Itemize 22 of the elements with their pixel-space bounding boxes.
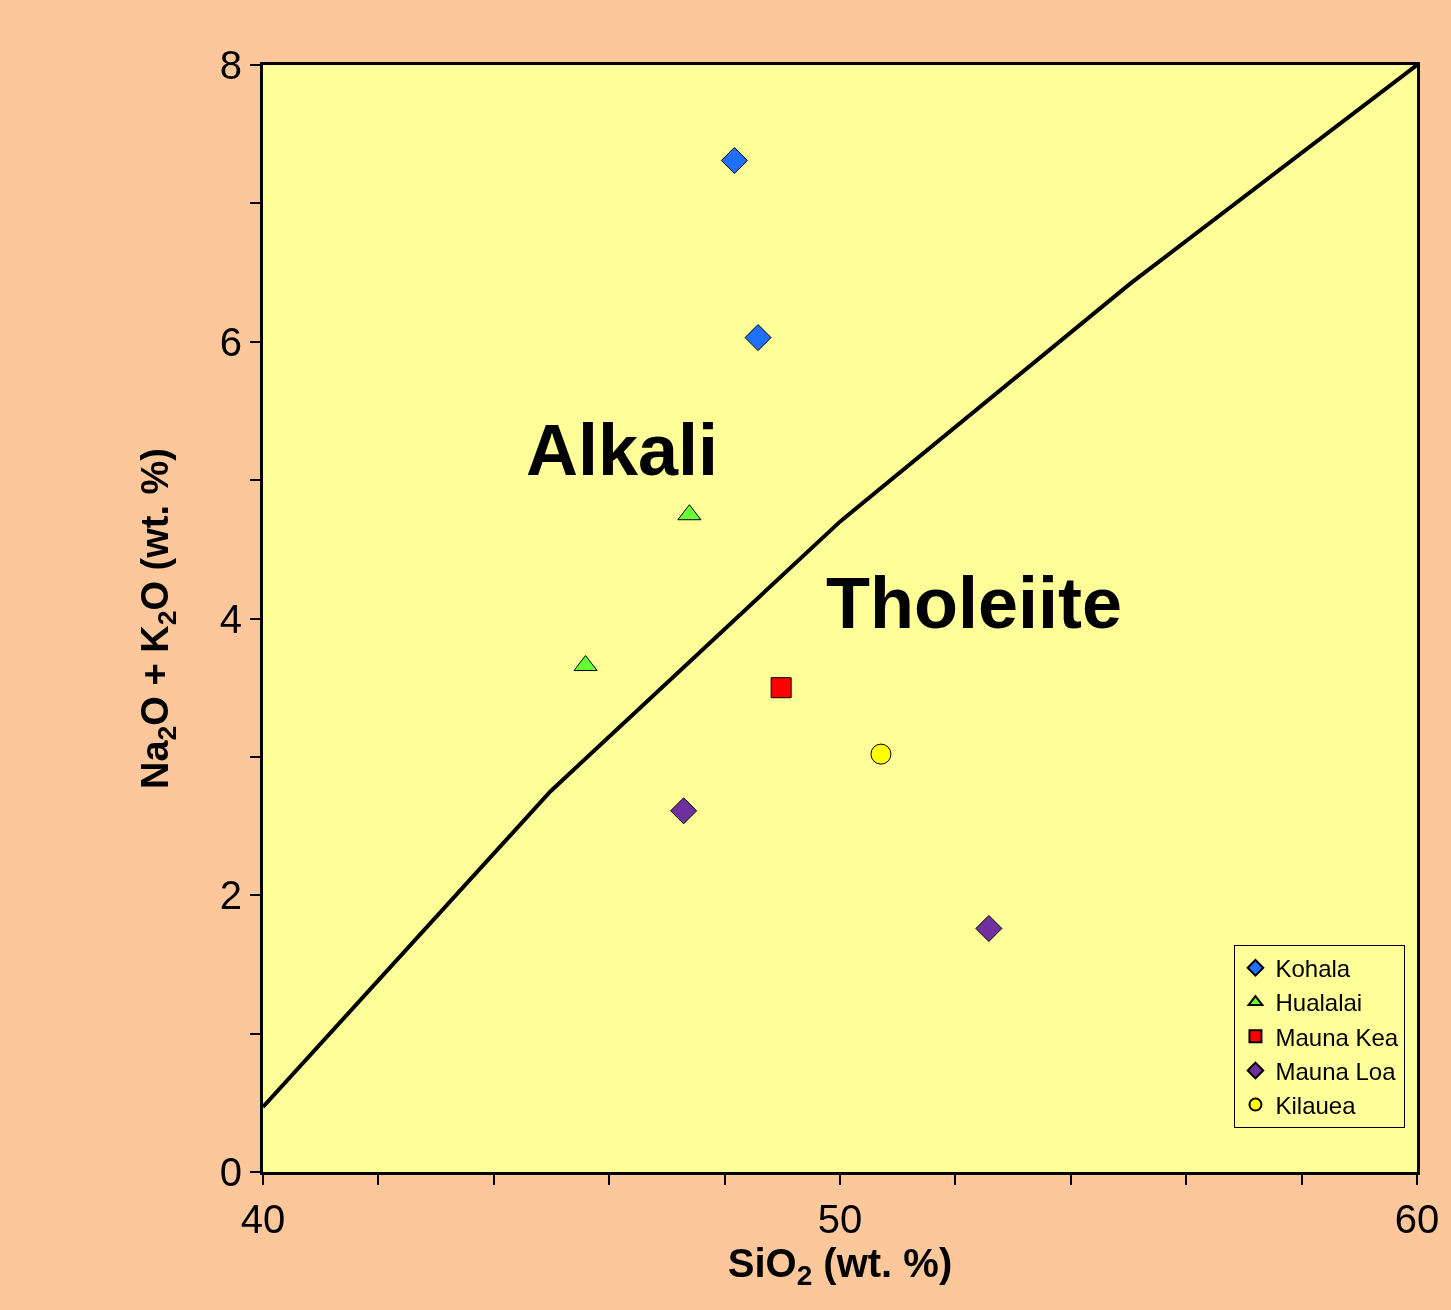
legend-label: Mauna Loa bbox=[1275, 1057, 1397, 1085]
x-tick-label: 40 bbox=[240, 1197, 286, 1241]
point bbox=[744, 324, 772, 352]
legend-label: Mauna Kea bbox=[1275, 1023, 1399, 1051]
legend-label: Hualalai bbox=[1275, 989, 1363, 1017]
y-tick-label: 6 bbox=[219, 319, 242, 364]
x-tick-label: 60 bbox=[1394, 1197, 1440, 1241]
legend-label: Kohala bbox=[1275, 955, 1351, 983]
y-tick-label: 2 bbox=[219, 873, 242, 918]
point bbox=[975, 914, 1003, 942]
point bbox=[670, 797, 698, 825]
point bbox=[770, 677, 792, 699]
annotation: Tholeiite bbox=[826, 563, 1123, 643]
y-tick-label: 8 bbox=[219, 43, 242, 87]
legend-label: Kilauea bbox=[1275, 1091, 1357, 1119]
y-tick-label: 0 bbox=[219, 1150, 242, 1194]
point bbox=[720, 146, 748, 174]
point bbox=[870, 743, 892, 765]
x-tick-label: 50 bbox=[817, 1197, 863, 1241]
x-axis-title: SiO$_{2}$ (wt. %) bbox=[727, 1241, 953, 1292]
annotation: Alkali bbox=[526, 410, 719, 490]
y-tick-label: 4 bbox=[219, 596, 242, 641]
